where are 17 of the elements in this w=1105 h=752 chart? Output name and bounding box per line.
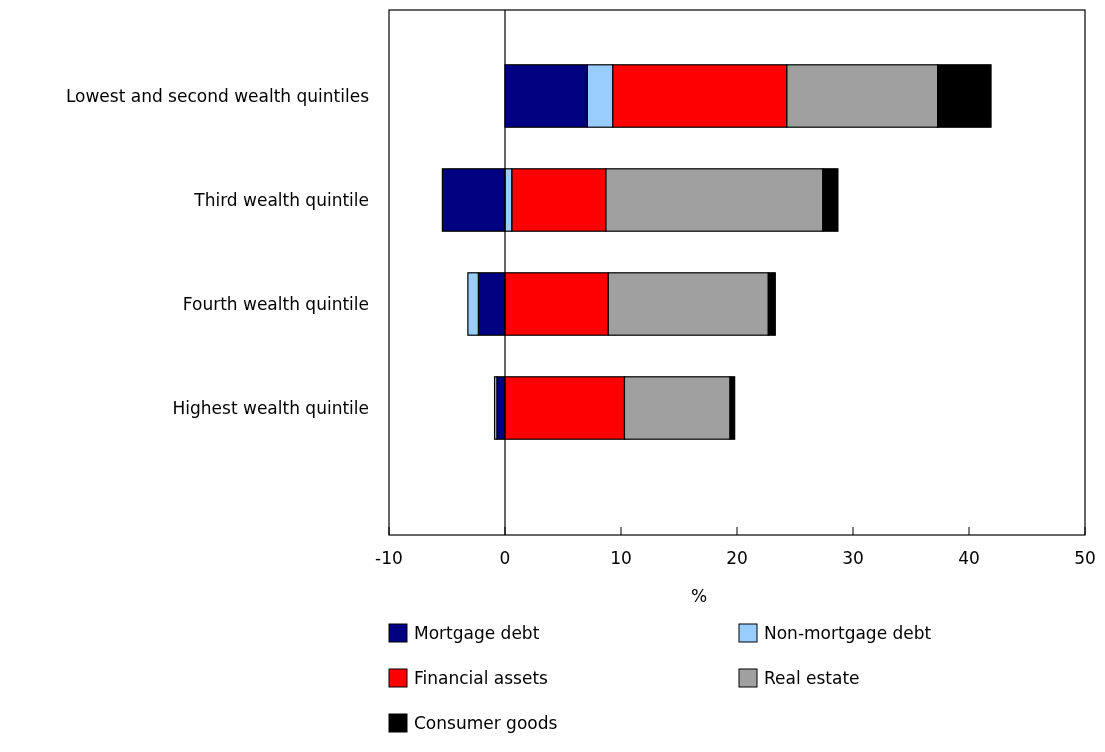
x-tick-label: 0 [499, 548, 511, 568]
x-axis-title: % [690, 586, 708, 606]
legend-label: Financial assets [414, 667, 549, 688]
x-tick-label: 50 [1074, 548, 1096, 568]
x-tick-label: 10 [610, 548, 632, 568]
legend-label: Real estate [764, 667, 860, 688]
y-tick-label: Fourth wealth quintile [182, 293, 369, 314]
legend-label: Non-mortgage debt [764, 622, 932, 643]
x-tick-label: -10 [375, 548, 403, 568]
legend-label: Consumer goods [414, 712, 558, 733]
x-tick-label: 30 [842, 548, 864, 568]
x-tick-label: 20 [726, 548, 748, 568]
legend-label: Mortgage debt [414, 622, 540, 643]
y-tick-label: Highest wealth quintile [172, 397, 369, 418]
y-tick-label: Third wealth quintile [193, 189, 369, 210]
y-tick-label: Lowest and second wealth quintiles [65, 85, 370, 106]
x-tick-label: 40 [958, 548, 980, 568]
